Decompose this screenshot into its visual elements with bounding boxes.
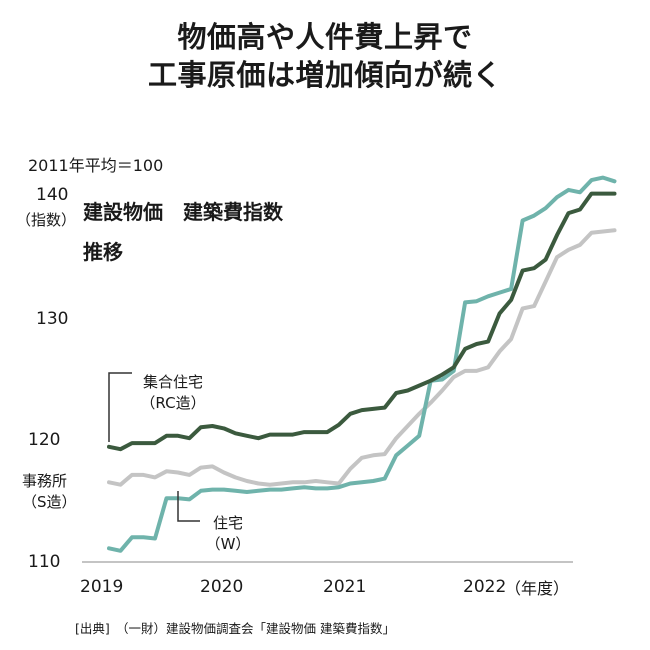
x-axis-unit-label: （年度）	[505, 579, 570, 598]
legend-label-rc: 集合住宅 （RC造）	[128, 372, 218, 414]
y-tick-label-110: 110	[28, 552, 61, 572]
legend-label-s-line-1: 事務所	[22, 472, 68, 490]
legend-label-s: 事務所 （S造）	[22, 471, 82, 513]
legend-label-w: 住宅 （W）	[198, 513, 258, 555]
x-tick-label-2021: 2021	[323, 577, 367, 597]
chart-title-line-2: 推移	[83, 240, 123, 264]
series-line-w	[107, 175, 617, 553]
legend-label-rc-line-2: （RC造）	[140, 394, 206, 412]
y-tick-label-120: 120	[28, 430, 61, 450]
series-layer	[107, 175, 617, 553]
y-tick-label-140: 140	[36, 185, 69, 205]
x-tick-label-2022: 2022	[463, 577, 507, 597]
series-line-s	[107, 228, 617, 487]
y-tick-label-130: 130	[36, 309, 69, 329]
y-axis-unit-label: （指数）	[16, 211, 77, 229]
legend-label-w-line-2: （W）	[205, 535, 251, 553]
w-label-connector	[177, 491, 200, 522]
headline-line-2: 工事原価は増加傾向が続く	[147, 58, 502, 92]
x-tick-label-2020: 2020	[200, 577, 244, 597]
x-tick-label-2019: 2019	[80, 577, 124, 597]
headline-line-1: 物価高や人件費上昇で	[177, 20, 473, 54]
series-line-rc	[107, 191, 617, 452]
legend-label-rc-line-1: 集合住宅	[142, 373, 203, 391]
legend-label-w-line-1: 住宅	[212, 514, 243, 532]
base-year-note: 2011年平均＝100	[28, 156, 164, 175]
rc-label-connector	[108, 372, 132, 442]
source-note: [出典] （一財）建設物価調査会「建設物価 建築費指数」	[75, 621, 395, 636]
legend-label-s-line-2: （S造）	[22, 493, 77, 511]
chart-title-line-1: 建設物価 建築費指数	[83, 200, 283, 224]
